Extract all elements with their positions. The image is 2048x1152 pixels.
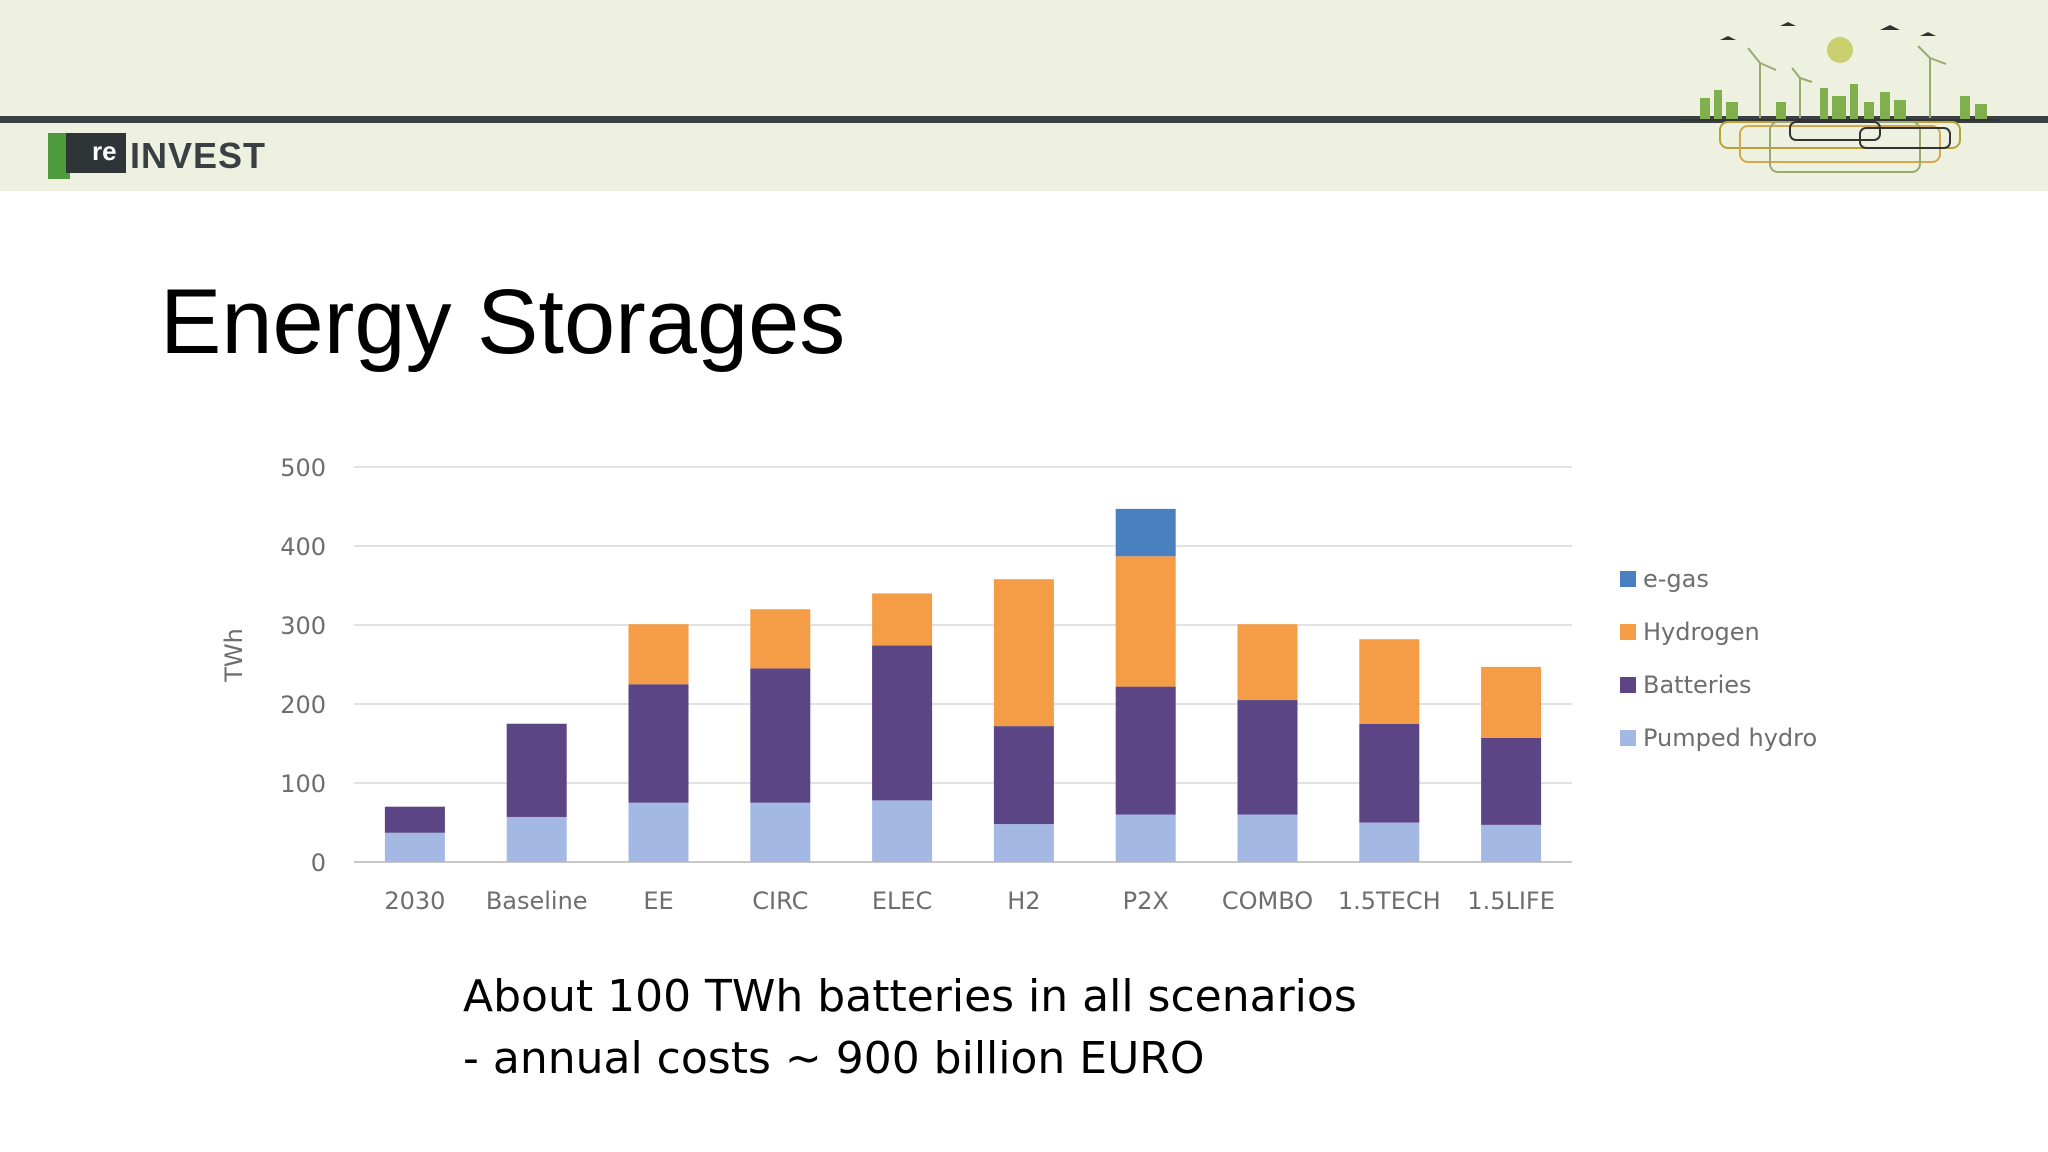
bar-segment-pumped-hydro bbox=[872, 800, 933, 862]
bar-segment-batteries bbox=[1359, 723, 1420, 823]
legend-swatch bbox=[1620, 624, 1636, 640]
logo-wordmark: INVEST bbox=[130, 135, 267, 176]
x-axis-ticks: 2030 Baseline EE CIRC ELEC H2 P2X COMBO 1.5TECH 1… bbox=[384, 887, 1555, 915]
logo-mark: re bbox=[48, 133, 126, 179]
bar-segment-hydrogen bbox=[993, 579, 1054, 727]
x-tick-label: 1.5LIFE bbox=[1467, 887, 1555, 915]
x-tick-label: 2030 bbox=[384, 887, 445, 915]
bar-segment-pumped-hydro bbox=[628, 802, 689, 862]
slide-header: re INVEST bbox=[0, 0, 2048, 191]
bar-segment-batteries bbox=[1237, 700, 1298, 815]
y-tick-label: 400 bbox=[280, 533, 326, 561]
x-tick-label: H2 bbox=[1007, 887, 1040, 915]
x-tick-label: CIRC bbox=[752, 887, 808, 915]
y-tick-label: 500 bbox=[280, 454, 326, 482]
bar-segment-batteries bbox=[628, 684, 689, 803]
y-tick-label: 300 bbox=[280, 612, 326, 640]
legend-swatch bbox=[1620, 677, 1636, 693]
bar-segment-pumped-hydro bbox=[993, 824, 1054, 862]
logo-re-text: re bbox=[92, 136, 117, 166]
bar-segment-pumped-hydro bbox=[384, 832, 445, 862]
bar-segment-batteries bbox=[1115, 686, 1176, 815]
y-tick-label: 0 bbox=[311, 849, 326, 877]
bar-segment-batteries bbox=[750, 668, 811, 803]
legend-label: Hydrogen bbox=[1643, 618, 1760, 646]
x-tick-label: EE bbox=[643, 887, 673, 915]
bar-segment-batteries bbox=[872, 645, 933, 801]
bar-segment-pumped-hydro bbox=[1481, 824, 1542, 862]
x-tick-label: Baseline bbox=[486, 887, 588, 915]
legend-label: e-gas bbox=[1643, 565, 1709, 593]
bar-segment-hydrogen bbox=[1115, 556, 1176, 687]
y-axis-label: TWh bbox=[220, 628, 248, 683]
bar-segment-batteries bbox=[1481, 737, 1542, 825]
bar-segment-pumped-hydro bbox=[1237, 814, 1298, 862]
bar-segment-batteries bbox=[506, 723, 567, 817]
legend: e-gas Hydrogen Batteries Pumped hydro bbox=[1620, 565, 1817, 752]
bar-segment-e-gas bbox=[1115, 508, 1176, 557]
bar-segment-hydrogen bbox=[1237, 624, 1298, 701]
stacked-bar-chart: 0 100 200 300 400 500 2030 Baseline EE CIRC ELEC H… bbox=[220, 454, 1817, 915]
x-tick-label: 1.5TECH bbox=[1338, 887, 1441, 915]
slide-title: Energy Storages bbox=[160, 271, 846, 373]
bar-segment-hydrogen bbox=[872, 593, 933, 646]
caption-line-2: - annual costs ~ 900 billion EURO bbox=[463, 1033, 1205, 1084]
bar-segment-pumped-hydro bbox=[1359, 822, 1420, 862]
y-tick-label: 100 bbox=[280, 770, 326, 798]
legend-swatch bbox=[1620, 571, 1636, 587]
legend-label: Batteries bbox=[1643, 671, 1752, 699]
bar-segment-pumped-hydro bbox=[506, 816, 567, 862]
header-divider bbox=[0, 116, 2048, 123]
reinvest-logo: re INVEST bbox=[48, 133, 266, 179]
bar-segment-hydrogen bbox=[628, 624, 689, 685]
bar-segment-pumped-hydro bbox=[1115, 814, 1176, 862]
x-tick-label: COMBO bbox=[1222, 887, 1313, 915]
bar-segment-pumped-hydro bbox=[750, 802, 811, 862]
x-tick-label: ELEC bbox=[872, 887, 932, 915]
legend-swatch bbox=[1620, 730, 1636, 746]
y-tick-label: 200 bbox=[280, 691, 326, 719]
slide-caption: About 100 TWh batteries in all scenarios… bbox=[463, 966, 1357, 1090]
y-axis-ticks: 0 100 200 300 400 500 bbox=[280, 454, 326, 877]
caption-line-1: About 100 TWh batteries in all scenarios bbox=[463, 971, 1357, 1022]
bars bbox=[384, 508, 1542, 862]
city-skyline-illustration bbox=[1680, 22, 2000, 173]
bar-segment-batteries bbox=[993, 726, 1054, 825]
bar-segment-hydrogen bbox=[1481, 666, 1542, 738]
bar-segment-hydrogen bbox=[1359, 639, 1420, 724]
x-tick-label: P2X bbox=[1123, 887, 1169, 915]
bar-segment-batteries bbox=[384, 806, 445, 833]
legend-label: Pumped hydro bbox=[1643, 724, 1817, 752]
bar-segment-hydrogen bbox=[750, 609, 811, 669]
